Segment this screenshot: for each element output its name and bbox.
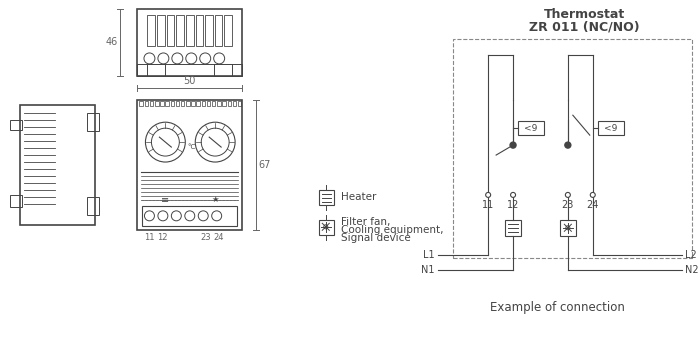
Text: N2: N2: [685, 265, 699, 275]
Bar: [160, 101, 164, 106]
Text: ZR 011 (NC/NO): ZR 011 (NC/NO): [529, 20, 640, 33]
Bar: [10, 195, 22, 207]
Bar: [205, 14, 213, 46]
Bar: [197, 101, 200, 106]
Circle shape: [510, 192, 516, 197]
Bar: [176, 14, 184, 46]
Text: <9: <9: [524, 123, 538, 133]
Bar: [143, 206, 237, 226]
Text: ≡: ≡: [161, 195, 169, 205]
Bar: [560, 220, 576, 236]
Bar: [148, 14, 155, 46]
Bar: [318, 220, 334, 235]
Bar: [232, 101, 236, 106]
Bar: [87, 197, 99, 215]
Bar: [217, 101, 220, 106]
Bar: [598, 121, 624, 135]
Bar: [214, 64, 232, 76]
Text: 23: 23: [561, 200, 574, 210]
Bar: [137, 100, 242, 230]
Text: L2: L2: [685, 250, 697, 260]
Bar: [454, 39, 692, 258]
Text: 23: 23: [200, 233, 211, 242]
Text: L1: L1: [423, 250, 435, 260]
Bar: [191, 101, 195, 106]
Bar: [238, 101, 242, 106]
Text: 12: 12: [157, 233, 167, 242]
Bar: [225, 14, 232, 46]
Bar: [165, 101, 169, 106]
Text: 24: 24: [587, 200, 599, 210]
Bar: [87, 113, 99, 131]
Text: Filter fan,: Filter fan,: [341, 217, 390, 227]
Circle shape: [590, 192, 595, 197]
Bar: [186, 101, 190, 106]
Bar: [195, 14, 203, 46]
Bar: [157, 14, 164, 46]
Text: Cooling equipment,: Cooling equipment,: [341, 225, 443, 235]
Bar: [202, 101, 205, 106]
Bar: [139, 101, 143, 106]
Bar: [20, 105, 94, 225]
Bar: [215, 14, 223, 46]
Text: 11: 11: [144, 233, 155, 242]
Text: ★: ★: [211, 195, 219, 204]
Bar: [518, 121, 544, 135]
Bar: [505, 220, 521, 236]
Text: 11: 11: [482, 200, 494, 210]
Bar: [148, 64, 165, 76]
Text: 24: 24: [213, 233, 223, 242]
Text: 46: 46: [106, 37, 118, 47]
Text: 50: 50: [183, 76, 195, 86]
Text: Example of connection: Example of connection: [491, 301, 625, 314]
Bar: [181, 101, 184, 106]
Bar: [176, 101, 179, 106]
Bar: [137, 64, 242, 76]
Text: Heater: Heater: [341, 192, 376, 202]
Bar: [155, 101, 158, 106]
Bar: [206, 101, 210, 106]
Bar: [223, 101, 226, 106]
Bar: [167, 14, 174, 46]
Text: <9: <9: [604, 123, 617, 133]
Bar: [318, 190, 334, 205]
Text: °C: °C: [187, 144, 195, 150]
Bar: [137, 9, 242, 76]
Bar: [10, 120, 22, 130]
Bar: [171, 101, 174, 106]
Text: Thermostat: Thermostat: [544, 8, 625, 21]
Bar: [150, 101, 153, 106]
Circle shape: [486, 192, 491, 197]
Bar: [186, 14, 194, 46]
Bar: [228, 101, 231, 106]
Circle shape: [565, 142, 570, 148]
Text: Signal device: Signal device: [341, 233, 410, 243]
Circle shape: [566, 192, 570, 197]
Bar: [145, 101, 148, 106]
Bar: [212, 101, 216, 106]
Text: N1: N1: [421, 265, 435, 275]
Text: 12: 12: [507, 200, 519, 210]
Text: 67: 67: [259, 160, 271, 170]
Circle shape: [510, 142, 516, 148]
